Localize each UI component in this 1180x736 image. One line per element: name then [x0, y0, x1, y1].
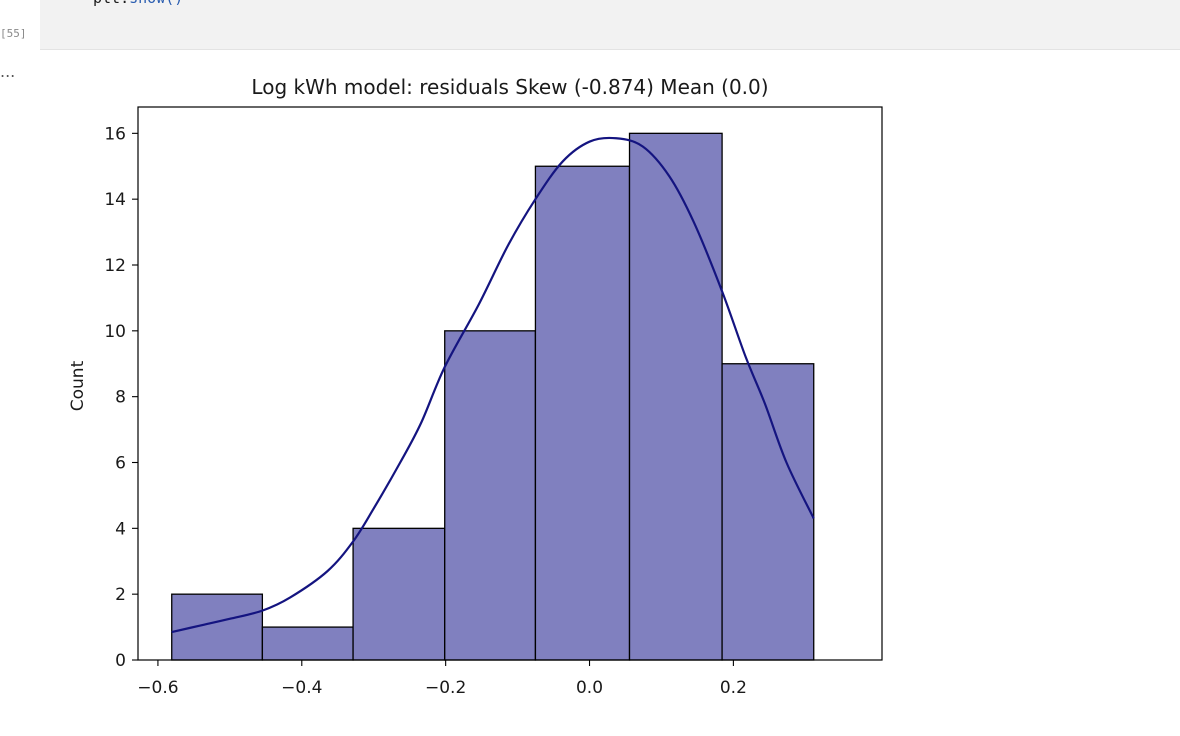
code-cell[interactable]: plt.show() [40, 0, 1180, 50]
histogram-bar-3 [352, 527, 446, 661]
code-method: show [129, 0, 165, 7]
histogram-bar-6 [628, 132, 723, 661]
execution-count: [55] [0, 27, 27, 40]
plot-frame [137, 106, 883, 661]
chart-title: Log kWh model: residuals Skew (-0.874) M… [251, 75, 768, 99]
x-tick-label: −0.2 [425, 678, 466, 698]
code-module: plt [93, 0, 120, 7]
histogram-bar-2 [261, 626, 354, 661]
code-line[interactable]: plt.show() [93, 0, 183, 7]
y-tick-label: 4 [115, 519, 126, 539]
x-tick-label: −0.6 [137, 678, 178, 698]
y-tick-label: 8 [115, 388, 126, 408]
y-tick-label: 2 [115, 585, 126, 605]
x-tick-label: −0.4 [281, 678, 322, 698]
y-tick-label: 14 [104, 190, 126, 210]
y-tick-label: 0 [115, 651, 126, 671]
x-tick-label: 0.2 [720, 678, 747, 698]
histogram-bar-5 [534, 165, 631, 661]
y-tick-label: 10 [104, 322, 126, 342]
x-tick-label: 0.0 [576, 678, 603, 698]
code-dot: . [120, 0, 129, 7]
y-axis-label: Count [68, 360, 88, 411]
code-parens: () [165, 0, 183, 7]
output-prompt[interactable]: ... [0, 62, 16, 81]
histogram-bar-7 [721, 363, 815, 661]
histogram-bar-1 [171, 593, 264, 661]
y-tick-label: 6 [115, 454, 126, 474]
y-tick-label: 12 [104, 256, 126, 276]
kde-curve [171, 136, 815, 634]
histogram-bar-4 [444, 330, 537, 661]
y-tick-label: 16 [104, 124, 126, 144]
